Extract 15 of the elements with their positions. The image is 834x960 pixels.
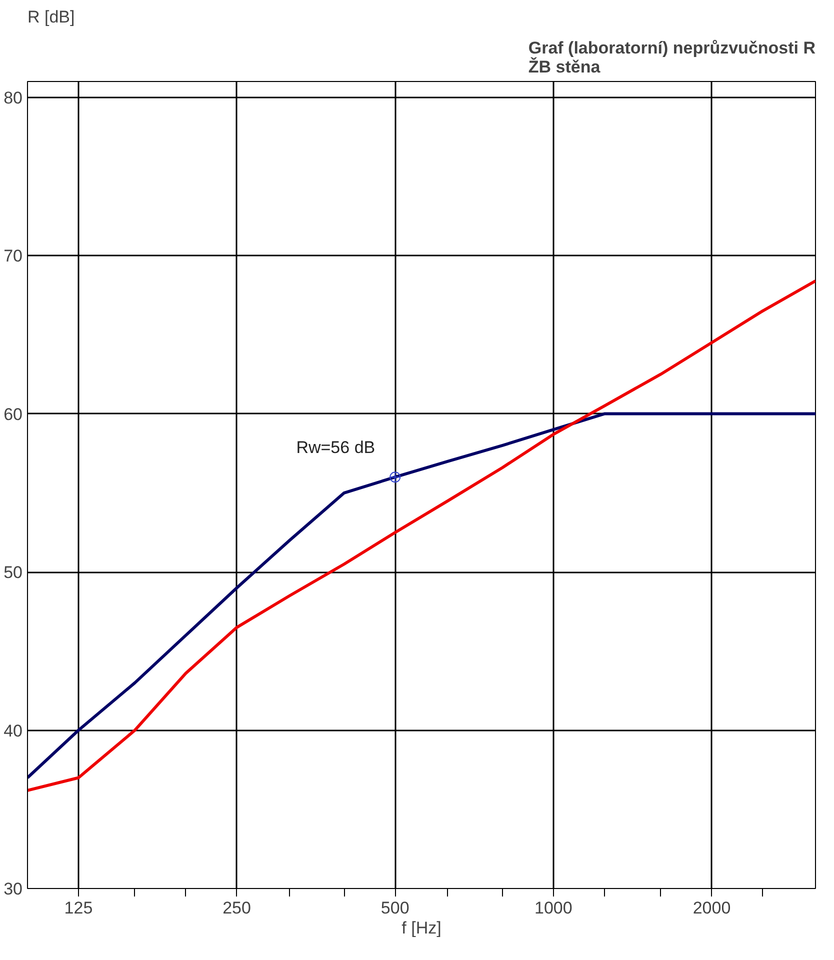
x-tick-label: 500: [380, 898, 410, 918]
chart-title: Graf (laboratorní) neprůzvučnosti R ŽB stěna: [528, 38, 816, 76]
y-tick-label: 80: [4, 88, 23, 108]
y-tick-label: 30: [4, 880, 23, 898]
x-tick-label: 2000: [692, 898, 731, 918]
y-tick-label: 40: [4, 721, 23, 740]
x-tick-label: 1000: [534, 898, 572, 918]
annotation: Rw=56 dB: [296, 438, 376, 458]
x-tick-label: 250: [222, 898, 251, 918]
y-tick-label: 70: [4, 246, 23, 266]
y-tick-label: 50: [4, 563, 23, 582]
x-tick-label: 125: [64, 898, 93, 918]
x-axis-title: f [Hz]: [402, 918, 442, 938]
y-tick-label: 60: [4, 404, 23, 424]
y-axis-title: R [dB]: [28, 8, 75, 26]
